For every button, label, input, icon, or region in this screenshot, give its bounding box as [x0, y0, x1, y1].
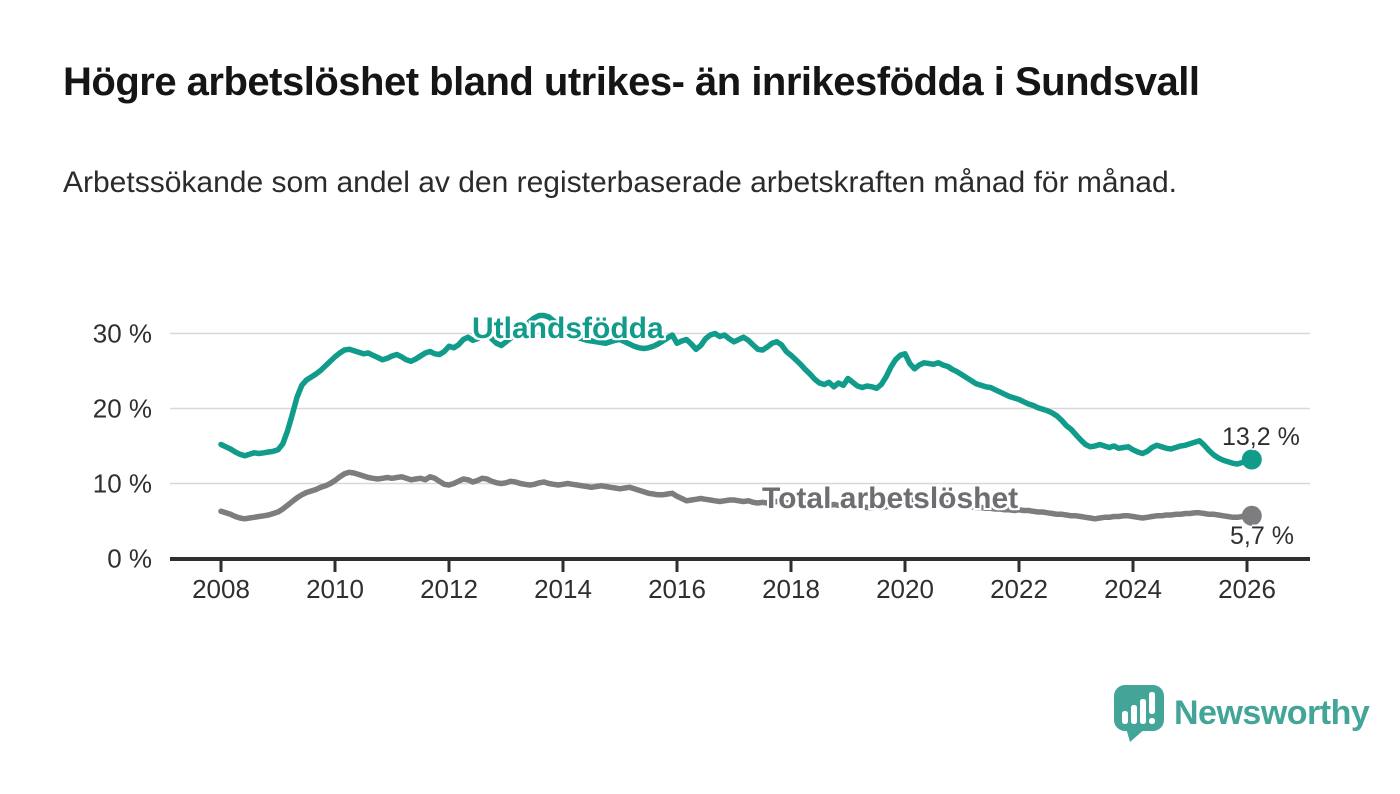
x-axis-label-2024: 2024	[1104, 574, 1162, 604]
x-axis-label-2014: 2014	[534, 574, 592, 604]
series-end-dot-total	[1241, 505, 1262, 526]
series-label-utlandsfodda: Utlandsfödda	[472, 312, 664, 345]
newsworthy-logo: Newsworthy	[1113, 684, 1370, 743]
x-axis-label-2008: 2008	[192, 574, 250, 604]
newsworthy-logo-icon	[1114, 685, 1164, 742]
series-label-total-arbetsloshet: Total arbetslöshet	[762, 482, 1019, 515]
series-end-dot-utlandsfodda	[1241, 449, 1262, 470]
page-title: Högre arbetslöshet bland utrikes- än inr…	[63, 60, 1200, 104]
y-axis-label-0: 0 %	[107, 544, 152, 574]
series-line-utlandsfodda	[218, 312, 1255, 467]
series-line-total	[218, 469, 1255, 522]
page-subtitle: Arbetssökande som andel av den registerb…	[63, 166, 1177, 199]
y-axis-label-20: 20 %	[93, 394, 152, 424]
end-value-label-total: 5,7 %	[1230, 522, 1294, 550]
y-axis-label-10: 10 %	[93, 469, 152, 499]
x-axis-label-2026: 2026	[1218, 574, 1276, 604]
x-axis-label-2012: 2012	[420, 574, 478, 604]
x-axis-label-2016: 2016	[648, 574, 706, 604]
x-axis-label-2020: 2020	[876, 574, 934, 604]
newsworthy-logo-text: Newsworthy	[1174, 694, 1370, 732]
x-axis-label-2022: 2022	[990, 574, 1048, 604]
x-axis-label-2010: 2010	[306, 574, 364, 604]
y-axis-label-30: 30 %	[93, 319, 152, 349]
x-axis-label-2018: 2018	[762, 574, 820, 604]
end-value-label-utlandsfodda: 13,2 %	[1222, 423, 1300, 451]
